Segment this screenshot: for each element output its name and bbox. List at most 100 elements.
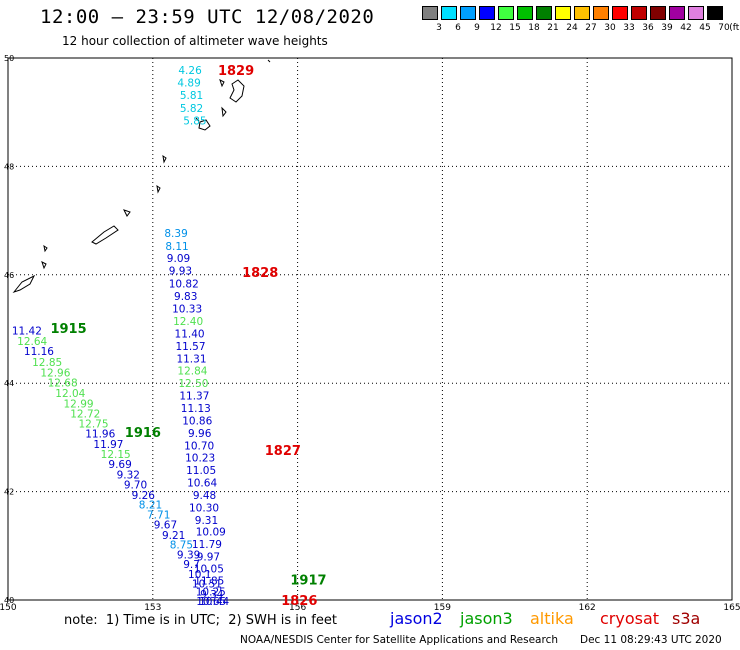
legend-label: 33 (623, 23, 635, 33)
wave-height-label: 11.79 (192, 539, 222, 551)
wave-height-label: 12.84 (177, 366, 207, 378)
wave-height-label: 10.30 (189, 502, 219, 514)
wave-height-label: 11.13 (181, 403, 211, 415)
y-tick-label: 42 (4, 488, 14, 497)
y-tick-label: 40 (4, 596, 14, 605)
wave-height-label: 8.11 (165, 241, 188, 253)
wave-height-label: 10.09 (196, 527, 226, 539)
y-tick-label: 50 (4, 54, 14, 63)
wave-height-label: 4.26 (178, 65, 202, 77)
island-small (267, 59, 271, 63)
wave-height-label: 11.85 (194, 575, 224, 587)
wave-height-label: 9.48 (193, 490, 216, 502)
wave-height-label: 9.67 (154, 520, 177, 532)
legend-label: 24 (566, 23, 578, 33)
legend-swatch (498, 6, 514, 20)
track-label: 1826 (281, 594, 317, 609)
legend-swatch (669, 6, 685, 20)
legend-label: 39 (661, 23, 673, 33)
legend-unit: (ft) (729, 23, 740, 33)
track-label: 1917 (290, 573, 326, 588)
wave-height-label: 10.82 (169, 278, 199, 290)
track-label: 1828 (242, 266, 278, 281)
x-tick-label: 162 (579, 603, 596, 613)
x-tick-label: 159 (434, 603, 451, 613)
wave-height-label: 5.82 (180, 103, 203, 115)
wave-height-label: 5.85 (183, 115, 206, 127)
wave-height-label: 11.40 (175, 328, 205, 340)
wave-height-label: 11.31 (176, 353, 206, 365)
wave-height-label: 10.23 (185, 452, 215, 464)
legend-swatch (441, 6, 457, 20)
track-labels: 1829 1828 1915 1916 1827 1917 1826 (50, 64, 326, 609)
x-tick-label: 150 (0, 603, 17, 613)
wave-height-label: 12.15 (101, 449, 131, 461)
wave-height-label: 11.96 (85, 429, 115, 441)
legend-swatch (688, 6, 704, 20)
legend-label: 12 (490, 23, 502, 33)
wave-height-label: 9.69 (108, 459, 131, 471)
y-tick-label: 44 (4, 379, 14, 388)
track-label: 1915 (50, 322, 86, 337)
track-label: 1916 (125, 426, 161, 441)
legend-label: 45 (699, 23, 711, 33)
track-label: 1829 (218, 64, 254, 79)
wave-height-label: 11.97 (93, 439, 123, 451)
legend-swatch (574, 6, 590, 20)
plot-frame (7, 57, 733, 601)
island-medium (12, 274, 36, 294)
island-small (219, 79, 225, 88)
legend-label: 15 (509, 23, 521, 33)
island-small (198, 119, 211, 131)
wave-height-label: 11.05 (186, 465, 216, 477)
wave-height-label: 10.86 (182, 416, 212, 428)
wave-height-label: 9.7 (183, 559, 200, 571)
satellite-name: s3a (672, 609, 701, 628)
legend-label: 21 (547, 23, 559, 33)
wave-height-label: 9.39 (177, 549, 200, 561)
wave-height-label: 12.75 (78, 418, 108, 430)
footnote: note: 1) Time is in UTC; 2) SWH is in fe… (64, 613, 337, 628)
legend-label: 27 (585, 23, 597, 33)
wave-height-label: 9.83 (174, 291, 197, 303)
grid (8, 58, 732, 600)
legend-swatch (612, 6, 628, 20)
wave-height-label: 12.40 (173, 316, 203, 328)
wave-height-label: 9.26 (132, 490, 156, 502)
wave-height-label: 10.05 (194, 564, 224, 576)
wave-height-label: 9.97 (197, 552, 220, 564)
wave-height-label: 12.68 (48, 378, 78, 390)
wave-height-label: 9.93 (169, 265, 192, 277)
wave-height-label: 10.33 (172, 303, 202, 315)
legend-label: 18 (528, 23, 540, 33)
wave-height-label: 11.42 (12, 326, 42, 338)
wave-height-label: 12.04 (55, 388, 85, 400)
legend-label: 9 (474, 23, 480, 33)
wave-height-label: 10.1 (188, 569, 211, 581)
island-small (123, 209, 131, 217)
wave-height-label: 12.72 (70, 409, 100, 421)
wave-height-label: 4.89 (177, 77, 200, 89)
wave-height-label: 9.09 (167, 253, 190, 265)
credit-line: NOAA/NESDIS Center for Satellite Applica… (240, 634, 558, 646)
satellite-name: jason3 (460, 609, 513, 628)
legend-swatch (555, 6, 571, 20)
wave-height-label: 9.31 (195, 515, 218, 527)
wave-height-label: 8.75 (170, 540, 193, 552)
x-tick-label: 156 (289, 603, 306, 613)
wave-height-label: 12.99 (64, 398, 94, 410)
legend-label: 30 (604, 23, 616, 33)
wave-height-label: 10.51 (192, 579, 222, 591)
legend-swatch (631, 6, 647, 20)
wave-height-values: 4.264.895.815.825.858.398.119.099.9310.8… (12, 65, 230, 608)
wave-height-label: 5.81 (180, 90, 203, 102)
x-tick-label: 153 (144, 603, 161, 613)
legend-swatch (707, 6, 723, 20)
legend-label: 42 (680, 23, 692, 33)
wave-height-label: 9.32 (117, 469, 140, 481)
x-tick-label: 165 (723, 603, 740, 613)
legend-swatch (650, 6, 666, 20)
wave-height-label: 12.64 (17, 336, 47, 348)
